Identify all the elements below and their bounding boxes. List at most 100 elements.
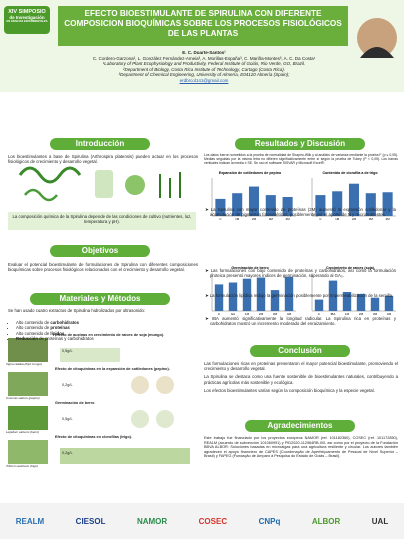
method-item: Alto contenido de lípidos xyxy=(16,331,166,336)
x-tick-label: IBA xyxy=(331,312,336,316)
x-tick-label: C xyxy=(219,217,222,221)
intro-text: Los bioestimulantes a base de Spirulina … xyxy=(8,154,198,165)
bar xyxy=(332,191,343,216)
section-heading: Objetivos xyxy=(50,245,150,257)
authors: C. Cordero-Garzona², L. González Fernánd… xyxy=(92,55,316,61)
intro-note: La composición química de la Spirulina d… xyxy=(12,214,192,225)
photo xyxy=(357,18,397,58)
bar xyxy=(370,297,380,311)
bar xyxy=(248,186,260,216)
charts: Expansión de cotiledones de pepino C 1M 2M 3… xyxy=(211,171,396,316)
dose: 0,2g/L xyxy=(62,451,73,455)
result-bullet: ➤ Las formulaciones con bajo contenido d… xyxy=(205,268,397,279)
bar xyxy=(314,299,324,311)
chart-title: Crecimiento de raíces (soja) xyxy=(326,266,375,270)
chart-title: Contenido de clorofila a de trigo xyxy=(322,171,378,175)
logo: REALM xyxy=(15,516,45,526)
methods-list: Alto contenido de carbohidratosAlto cont… xyxy=(8,320,166,342)
x-tick-label: GA xyxy=(231,312,235,316)
affiliation: ²Department of Biology, Costa Rica Insti… xyxy=(123,66,285,72)
dose: 0,5g/L xyxy=(62,349,73,353)
logo-box xyxy=(4,6,50,34)
x-tick-label: C xyxy=(318,312,321,316)
species: Triticum aestivum (trigo) xyxy=(6,464,38,468)
methods-text: Se han usado cuatro extractos de Spiruli… xyxy=(8,308,146,313)
result-bullet: ➤ La formulación lipídica redujo la germ… xyxy=(205,293,394,298)
result-bullet: ➤ La Spirulina con mayor contenido de pr… xyxy=(205,207,396,218)
panel-caption: Efecto de citoquininas en clorofilas (tr… xyxy=(55,435,133,439)
method-item: Alto contenido de carbohidratos xyxy=(16,320,166,325)
title-bg xyxy=(58,6,348,46)
x-tick-label: 1M xyxy=(245,312,250,316)
x-tick-label: C xyxy=(319,217,322,221)
x-tick-label: 1M xyxy=(335,217,340,221)
x-tick-label: 4M xyxy=(286,217,291,221)
intro-figure xyxy=(18,166,181,202)
bar xyxy=(348,183,360,216)
bar xyxy=(265,195,276,216)
method-item: Alto contenido de proteínas xyxy=(16,325,166,330)
conclusion-paragraph: Las formulaciones ricas en proteínas pre… xyxy=(204,361,398,372)
bar xyxy=(315,195,326,216)
footer-bg xyxy=(0,503,404,539)
chart-title: Expansión de cotiledones de pepino xyxy=(219,171,282,175)
result-bullet: ➤ IBA aumentó significativamente la long… xyxy=(205,316,396,327)
section-heading: Agradecimientos xyxy=(245,420,355,432)
species: Lepidium sativum (berro) xyxy=(6,430,40,434)
x-tick-label: 2M xyxy=(259,312,264,316)
affiliation: ¹Laboratory of Plant Ecophysiology and P… xyxy=(102,61,306,67)
bar xyxy=(382,192,393,216)
logo-line: EN CIENCIAS EXPERIMENTALES xyxy=(6,20,48,23)
x-tick-label: 2M xyxy=(352,217,357,221)
x-tick-label: 1M xyxy=(345,312,350,316)
panel-caption: Germinación de berro xyxy=(55,401,95,405)
item-text: Alto contenido de xyxy=(16,320,51,325)
acknowledgments: Este trabajo fue financiado por los proy… xyxy=(204,436,398,459)
x-tick-label: 4M xyxy=(287,312,292,316)
bar xyxy=(232,193,243,216)
item-bold: carbohidratos xyxy=(50,320,80,325)
x-tick-label: 3M xyxy=(369,217,374,221)
x-tick-label: 2M xyxy=(359,312,364,316)
x-tick-label: 3M xyxy=(269,217,274,221)
method-item: Reducción de proteínas y carbohidratos xyxy=(16,336,166,341)
panel-caption: Efecto de auxinas en crecimiento de raíc… xyxy=(55,333,165,337)
bar xyxy=(342,292,352,311)
bar xyxy=(284,276,294,311)
section-heading: Materiales y Métodos xyxy=(30,293,170,305)
conclusion-paragraph: La Spirulina se destaca como una fuente … xyxy=(204,374,398,385)
x-tick-label: 4M xyxy=(386,217,391,221)
note-bg xyxy=(8,212,196,230)
item-bold: lípidos xyxy=(50,330,65,336)
section-heading: Conclusión xyxy=(250,345,350,357)
x-tick-label: 3M xyxy=(273,312,278,316)
methods-photos xyxy=(8,338,190,464)
item-text: de proteínas y carbohidratos xyxy=(37,336,94,342)
footer: REALM CIESOL NAMOR COSEC CNPq ALBOR UAL xyxy=(0,506,404,536)
logo: NAMOR xyxy=(136,516,168,526)
chart-title: Germinación de berro xyxy=(231,266,269,270)
results-text: Los datos fueron sometidos a la prueba d… xyxy=(204,153,398,165)
logo: XIV SIMPOSIO de Investigación EN CIENCIA… xyxy=(6,9,48,23)
item-text: Alto contenido de xyxy=(16,330,51,336)
bar xyxy=(256,277,266,311)
item-text: Alto contenido de xyxy=(16,325,51,331)
affiliation: ³Department of Chemical Engineering, Uni… xyxy=(118,72,290,78)
bar xyxy=(356,293,366,311)
bar xyxy=(384,295,394,311)
bar xyxy=(282,197,293,216)
species: Cucumis sativus (pepino) xyxy=(6,396,40,400)
bar xyxy=(328,280,338,311)
email[interactable]: erdbrcol141@gmail.com xyxy=(179,77,229,83)
bar xyxy=(242,278,252,311)
logo-line: de Investigación xyxy=(9,15,45,20)
bar xyxy=(365,193,376,216)
section-heading: Resultados y Discusión xyxy=(235,138,365,150)
logo: UAL xyxy=(371,516,389,526)
x-tick-label: 2M xyxy=(252,217,257,221)
panel-caption: Efecto de citoquininas en la expansión d… xyxy=(55,367,170,371)
bar xyxy=(215,198,226,216)
bar xyxy=(228,282,238,311)
